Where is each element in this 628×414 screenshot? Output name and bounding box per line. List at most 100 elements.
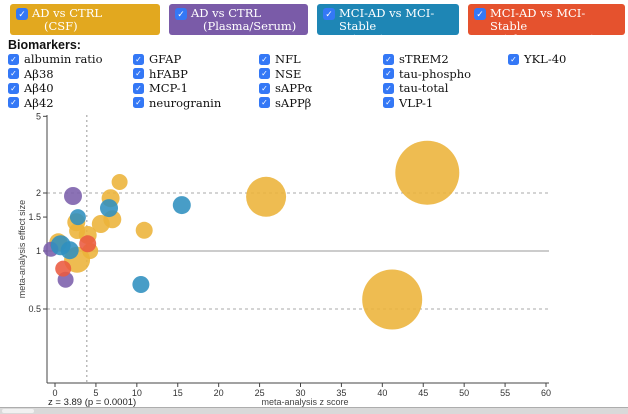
biomarker-toggle-nse[interactable]: ✓ NSE: [259, 67, 383, 82]
biomarker-label: sAPPα: [275, 81, 313, 96]
checkbox-checked-icon[interactable]: ✓: [133, 68, 144, 80]
x-tick-label: 10: [132, 388, 142, 398]
biomarker-toggle-a-42[interactable]: ✓ Aβ42: [8, 96, 133, 111]
checkbox-checked-icon[interactable]: ✓: [383, 68, 394, 80]
biomarker-toggle-mcp-1[interactable]: ✓ MCP-1: [133, 81, 259, 96]
checkbox-checked-icon[interactable]: ✓: [175, 8, 187, 20]
x-axis-label: meta-analysis z score: [261, 397, 348, 407]
x-tick-label: 0: [52, 388, 57, 398]
biomarker-toggle-tau-phospho[interactable]: ✓ tau-phospho: [383, 67, 508, 82]
chart-gridlines: [47, 115, 549, 383]
biomarker-toggle-a-38[interactable]: ✓ Aβ38: [8, 67, 133, 82]
checkbox-checked-icon[interactable]: ✓: [474, 8, 486, 20]
biomarker-label: hFABP: [149, 66, 188, 81]
biomarker-column: ✓ sTREM2 ✓ tau-phospho ✓ tau-total ✓ VLP-1: [383, 52, 508, 110]
biomarker-toggle-ykl-40[interactable]: ✓ YKL-40: [508, 52, 620, 67]
biomarker-label: VLP-1: [399, 95, 434, 110]
chart-bubbles: [43, 140, 460, 330]
biomarker-toggle-albumin-ratio[interactable]: ✓ albumin ratio: [8, 52, 133, 67]
comparison-filter-bar: ✓ AD vs CTRL (CSF) ✓ AD vs CTRL (Plasma/Serum…: [10, 4, 625, 46]
biomarker-label: sAPPβ: [275, 95, 312, 110]
comparison-label-line1: AD vs CTRL: [191, 6, 261, 20]
y-tick-label: 5: [36, 111, 41, 121]
bubble-series-1[interactable]: [91, 215, 110, 233]
comparison-label-line2: (CSF): [351, 32, 385, 46]
x-tick-label: 25: [255, 388, 265, 398]
checkbox-checked-icon[interactable]: ✓: [8, 82, 19, 94]
comparison-label-line1: MCI-AD vs MCI-Stable: [490, 6, 586, 33]
biomarker-label: albumin ratio: [24, 52, 103, 67]
biomarker-label: GFAP: [149, 52, 182, 67]
biomarker-toggle-vlp-1[interactable]: ✓ VLP-1: [383, 96, 508, 111]
comparison-toggle-1[interactable]: ✓ AD vs CTRL (CSF): [10, 4, 160, 35]
x-tick-label: 35: [336, 388, 346, 398]
bubble-series-1[interactable]: [246, 176, 287, 217]
bubble-series-1[interactable]: [135, 221, 153, 239]
biomarker-label: sTREM2: [399, 52, 449, 67]
biomarker-label: Aβ40: [24, 81, 54, 96]
bubble-series-3[interactable]: [60, 241, 79, 260]
comparison-label-line1: MCI-AD vs MCI-Stable: [339, 6, 435, 33]
bubble-series-4[interactable]: [55, 260, 72, 277]
biomarker-toggle-nfl[interactable]: ✓ NFL: [259, 52, 383, 67]
biomarker-toggle-strem2[interactable]: ✓ sTREM2: [383, 52, 508, 67]
biomarker-label: MCP-1: [149, 81, 188, 96]
biomarker-label: NSE: [275, 66, 302, 81]
x-tick-label: 55: [500, 388, 510, 398]
checkbox-checked-icon[interactable]: ✓: [383, 97, 394, 109]
checkbox-checked-icon[interactable]: ✓: [259, 68, 270, 80]
bubble-series-4[interactable]: [79, 235, 97, 253]
checkbox-checked-icon[interactable]: ✓: [8, 97, 19, 109]
checkbox-checked-icon[interactable]: ✓: [8, 53, 19, 65]
x-tick-label: 5: [93, 388, 98, 398]
checkbox-checked-icon[interactable]: ✓: [133, 97, 144, 109]
biomarker-toggle-sapp-[interactable]: ✓ sAPPα: [259, 81, 383, 96]
biomarker-toggle-sapp-[interactable]: ✓ sAPPβ: [259, 96, 383, 111]
biomarker-label: Aβ42: [24, 95, 54, 110]
chart-tick-labels: 0 5 10 15 20 25 30 35 40 45 50 55 600.511.525: [28, 111, 551, 398]
comparison-label-line2: (Plasma/Serum): [203, 19, 297, 33]
checkbox-checked-icon[interactable]: ✓: [383, 53, 394, 65]
x-tick-label: 20: [214, 388, 224, 398]
comparison-label-line1: AD vs CTRL: [32, 6, 102, 20]
biomarker-toggle-gfap[interactable]: ✓ GFAP: [133, 52, 259, 67]
bubble-series-1[interactable]: [395, 140, 460, 205]
bubble-series-3[interactable]: [100, 199, 118, 218]
biomarker-label: tau-phospho: [399, 66, 472, 81]
scrollbar-thumb[interactable]: [2, 409, 34, 413]
biomarker-toggle-a-40[interactable]: ✓ Aβ40: [8, 81, 133, 96]
bubble-series-3[interactable]: [69, 209, 86, 226]
bubble-series-2[interactable]: [64, 187, 82, 205]
biomarker-toggle-hfabp[interactable]: ✓ hFABP: [133, 67, 259, 82]
comparison-toggle-4[interactable]: ✓ MCI-AD vs MCI-Stable (Plasma/Serum): [468, 4, 625, 46]
y-axis-label: meta-analysis effect size: [17, 200, 27, 298]
bubble-series-1[interactable]: [111, 174, 128, 190]
checkbox-checked-icon[interactable]: ✓: [323, 8, 335, 20]
window-bottom-scrollbar[interactable]: [0, 407, 628, 414]
checkbox-checked-icon[interactable]: ✓: [259, 97, 270, 109]
biomarkers-heading: Biomarkers:: [8, 38, 81, 52]
checkbox-checked-icon[interactable]: ✓: [383, 82, 394, 94]
biomarker-checkbox-grid: ✓ albumin ratio ✓ Aβ38 ✓ Aβ40 ✓ Aβ42 ✓ GFAP ✓ hFABP…: [8, 52, 620, 110]
bubble-series-3[interactable]: [132, 276, 150, 293]
checkbox-checked-icon[interactable]: ✓: [16, 8, 28, 20]
bubble-series-3[interactable]: [172, 196, 191, 215]
x-tick-label: 30: [295, 388, 305, 398]
checkbox-checked-icon[interactable]: ✓: [259, 53, 270, 65]
checkbox-checked-icon[interactable]: ✓: [133, 53, 144, 65]
comparison-label-line2: (Plasma/Serum): [502, 32, 596, 46]
biomarker-toggle-tau-total[interactable]: ✓ tau-total: [383, 81, 508, 96]
biomarker-column: ✓ YKL-40: [508, 52, 620, 110]
biomarker-toggle-neurogranin[interactable]: ✓ neurogranin: [133, 96, 259, 111]
comparison-toggle-3[interactable]: ✓ MCI-AD vs MCI-Stable (CSF): [317, 4, 459, 46]
checkbox-checked-icon[interactable]: ✓: [259, 82, 270, 94]
biomarker-label: neurogranin: [149, 95, 222, 110]
comparison-toggle-2[interactable]: ✓ AD vs CTRL (Plasma/Serum): [169, 4, 308, 35]
y-tick-label: 1.5: [28, 212, 41, 222]
checkbox-checked-icon[interactable]: ✓: [508, 53, 519, 65]
bubble-series-1[interactable]: [69, 223, 86, 239]
checkbox-checked-icon[interactable]: ✓: [133, 82, 144, 94]
checkbox-checked-icon[interactable]: ✓: [8, 68, 19, 80]
bubble-series-1[interactable]: [362, 269, 423, 330]
x-tick-label: 50: [459, 388, 469, 398]
